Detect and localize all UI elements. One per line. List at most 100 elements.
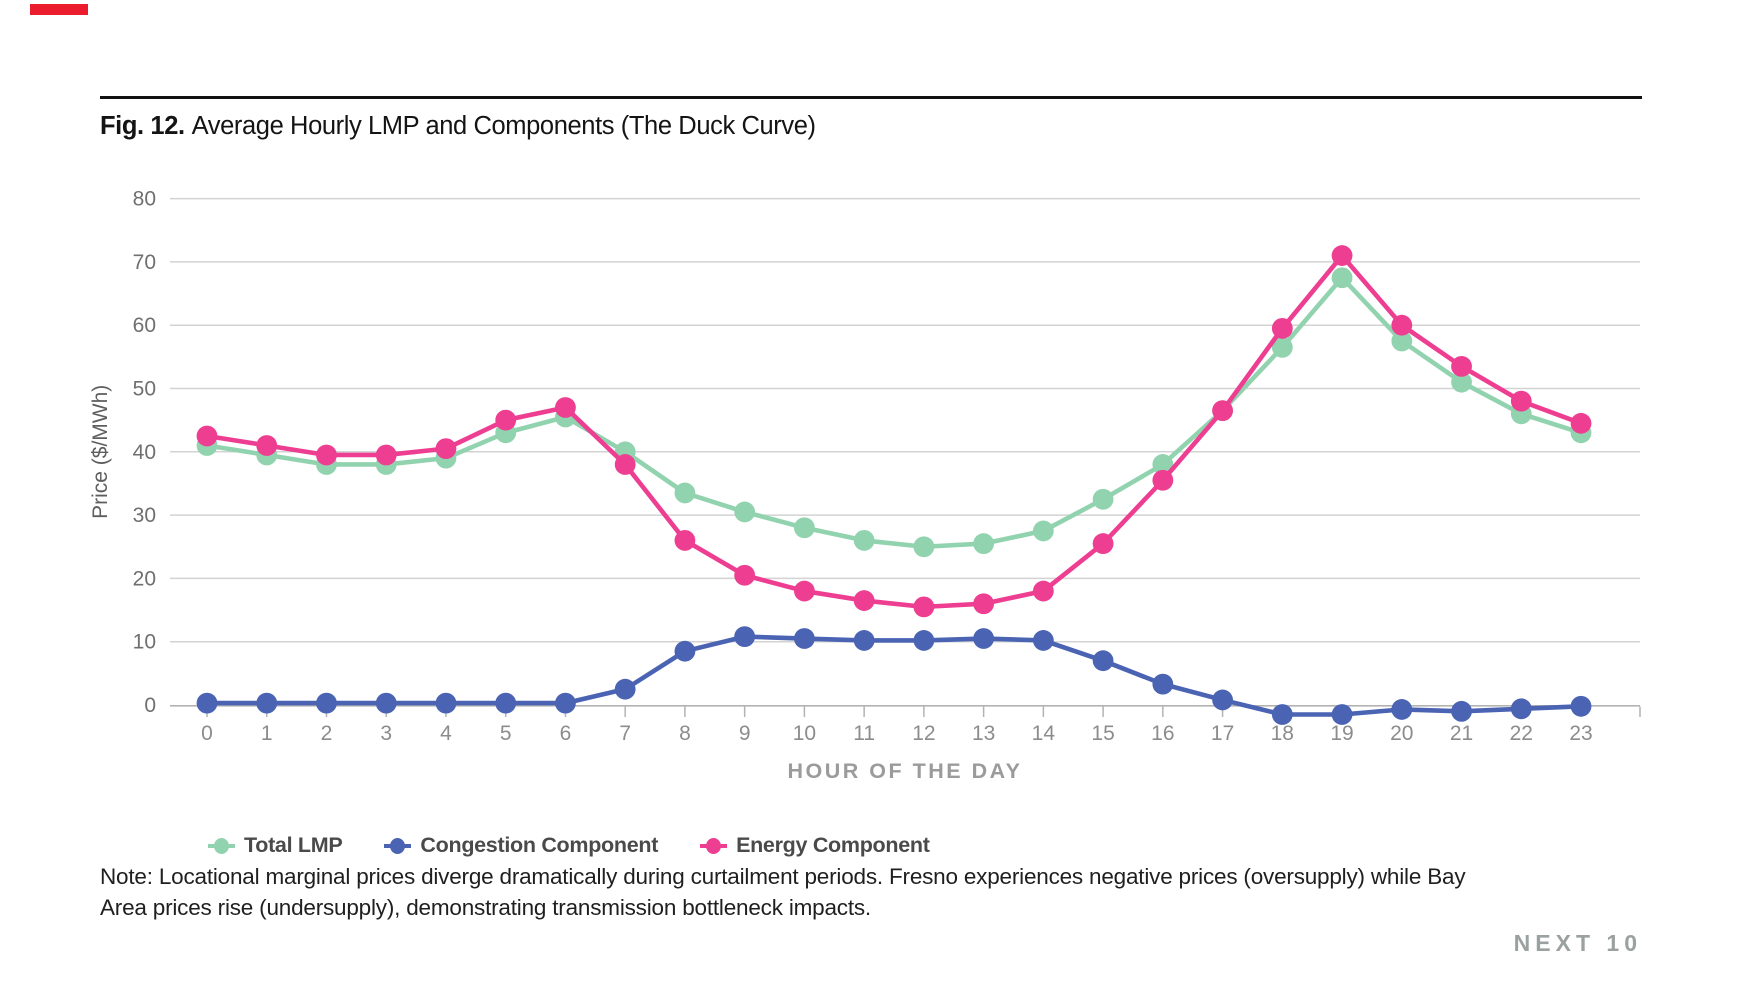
series-line [204,275,1584,550]
data-point [1451,700,1472,722]
data-point [1331,267,1353,289]
data-point [794,517,815,539]
data-point [853,590,875,611]
data-point [973,628,995,649]
data-point [375,692,397,714]
data-point [1032,630,1054,651]
data-point [973,593,995,615]
x-tick-label: 16 [1151,722,1174,745]
x-tick-label: 8 [679,722,691,745]
data-point [734,626,756,648]
data-point [913,596,935,618]
series-line [204,253,1584,610]
x-tick-label: 19 [1330,722,1353,745]
legend-item: Congestion Component [384,833,658,858]
note-line: Note: Locational marginal prices diverge… [100,864,1466,889]
data-point [1391,314,1413,336]
legend-label: Congestion Component [420,833,659,857]
x-tick-label: 17 [1211,722,1234,745]
data-point [913,536,935,558]
data-point [1331,245,1353,266]
data-point [495,692,517,714]
data-point [196,425,218,447]
data-point [316,692,337,714]
y-tick-label: 60 [133,314,156,337]
x-tick-label: 15 [1091,722,1114,745]
x-tick-label: 3 [380,722,392,745]
data-point [1271,317,1293,339]
data-point [853,530,875,551]
data-point [794,628,815,649]
data-point [614,454,636,475]
x-tick-label: 13 [972,722,995,745]
figure-note: Note: Locational marginal prices diverge… [100,861,1648,923]
data-point [794,580,815,602]
data-point [1212,689,1233,711]
data-point [555,692,576,714]
data-point [1451,355,1472,377]
data-point [1032,580,1054,602]
data-point [495,409,517,431]
note-line: Area prices rise (undersupply), demonstr… [100,895,871,920]
data-point [973,533,995,554]
x-tick-label: 0 [201,722,213,745]
data-point [555,397,576,418]
data-point [1451,371,1472,393]
legend-item: Energy Component [700,833,930,858]
y-tick-label: 10 [133,631,156,654]
next10-wordmark: NEXT 10 [1513,930,1642,956]
figure-title-text: Average Hourly LMP and Components (The D… [191,112,816,140]
data-point [913,630,935,651]
data-point [1152,469,1174,491]
legend-label: Total LMP [244,833,343,857]
figure-number-label: Fig. 12. [100,112,185,140]
x-tick-label: 10 [793,722,816,745]
x-tick-label: 7 [619,722,631,745]
x-axis-title: HOUR OF THE DAY [788,759,1023,783]
x-tick-label: 5 [500,722,512,745]
data-point [1092,533,1114,554]
x-tick-label: 12 [912,722,935,745]
data-point [1152,454,1174,475]
data-point [734,501,756,523]
legend-marker-total-lmp-icon [208,837,235,855]
title-rule [100,96,1642,99]
data-point [1510,698,1532,720]
data-point [435,438,457,460]
x-tick-label: 14 [1032,722,1056,745]
x-tick-label: 21 [1450,722,1473,745]
chart-legend: Total LMP Congestion Component Energy Co… [208,833,930,858]
data-point [1271,336,1293,358]
data-point [1391,330,1413,352]
data-point [674,530,696,551]
x-tick-label: 20 [1390,722,1413,745]
data-point [1092,650,1114,672]
data-point [375,444,397,466]
data-point [1271,704,1293,725]
data-point [1570,695,1592,717]
data-point [196,692,218,714]
legend-marker-energy-icon [700,837,728,855]
data-point [435,692,457,714]
data-point [316,444,337,466]
data-point [734,564,756,586]
data-point [674,482,696,504]
x-tick-label: 6 [560,722,572,745]
data-point [1331,704,1353,725]
data-point [256,435,278,456]
x-tick-label: 11 [853,722,875,745]
series-line [204,634,1584,717]
data-point [674,640,696,662]
data-point [1212,400,1233,422]
data-point [1570,412,1592,434]
y-tick-label: 40 [133,441,156,464]
data-point [256,692,278,714]
legend-marker-congestion-icon [384,837,412,855]
y-tick-label: 0 [144,694,156,717]
y-axis-title: Price ($/MWh) [90,385,112,519]
y-tick-label: 30 [133,504,156,527]
brand-red-bar [30,4,88,15]
data-point [1510,390,1532,412]
x-tick-label: 9 [739,722,751,745]
